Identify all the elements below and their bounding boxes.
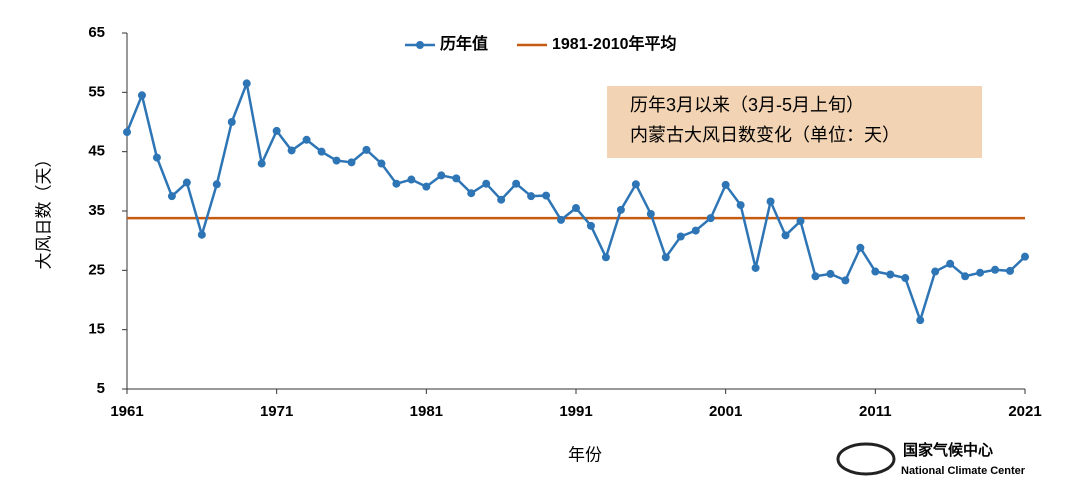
data-point [931, 267, 940, 276]
data-point [482, 179, 491, 188]
data-point [242, 79, 251, 88]
data-point [167, 192, 176, 201]
logo-subtitle: National Climate Center [901, 465, 1026, 477]
data-point [886, 270, 895, 279]
data-point [661, 253, 670, 262]
y-tick-label: 65 [88, 24, 105, 41]
data-point [586, 221, 595, 230]
data-point [691, 226, 700, 235]
data-point [123, 128, 131, 137]
y-tick-label: 45 [88, 143, 105, 160]
data-point [1006, 266, 1015, 275]
data-point [961, 272, 970, 281]
data-point [512, 179, 521, 188]
x-tick-label: 1961 [110, 403, 143, 420]
data-point [302, 135, 311, 144]
data-point [152, 153, 161, 162]
data-point [572, 204, 580, 213]
chart-title-line: 内蒙古大风日数变化（单位：天） [630, 125, 900, 145]
data-point [557, 215, 566, 224]
data-point [811, 272, 820, 281]
x-tick-label: 1991 [559, 403, 592, 420]
data-point [467, 189, 476, 198]
data-point [422, 182, 431, 191]
x-tick-label: 1981 [410, 403, 443, 420]
legend-label: 1981-2010年平均 [552, 34, 677, 53]
data-point [646, 209, 655, 218]
data-point [227, 118, 236, 126]
data-point [272, 126, 281, 135]
data-point [976, 268, 985, 277]
data-point [392, 179, 401, 188]
data-point [197, 230, 206, 239]
data-point [796, 217, 805, 226]
data-point [601, 253, 610, 262]
data-point [527, 192, 536, 201]
data-point [317, 147, 326, 156]
x-tick-label: 1971 [260, 403, 293, 420]
data-point [916, 316, 925, 325]
data-point [841, 276, 850, 285]
logo-name: 国家气候中心 [903, 441, 993, 459]
data-point [751, 263, 760, 272]
data-point [437, 171, 446, 180]
chart-title-line: 历年3月以来（3月-5月上旬） [630, 95, 864, 115]
data-point [212, 180, 221, 189]
data-point [826, 269, 835, 278]
y-tick-label: 5 [97, 380, 105, 397]
data-point [257, 159, 266, 168]
data-point [377, 159, 386, 168]
data-point [676, 232, 685, 241]
y-tick-label: 35 [88, 202, 105, 219]
data-point [182, 178, 191, 187]
y-axis-label: 大风日数（天） [34, 151, 53, 270]
data-point [542, 191, 551, 200]
data-point [901, 274, 910, 283]
data-point [856, 243, 865, 252]
data-point [407, 175, 416, 184]
y-tick-label: 25 [88, 261, 105, 278]
data-point [781, 231, 790, 240]
y-tick-label: 55 [88, 83, 105, 100]
data-point [631, 180, 640, 189]
data-point [871, 267, 880, 276]
x-axis-label: 年份 [568, 445, 602, 464]
data-point [347, 158, 356, 167]
data-point [137, 91, 146, 100]
title-box [607, 86, 982, 158]
data-point [946, 259, 955, 268]
data-point [1021, 252, 1029, 261]
data-point [721, 180, 730, 189]
data-point [706, 214, 715, 223]
data-point [736, 201, 745, 210]
data-point [332, 156, 341, 165]
legend-label: 历年值 [440, 34, 488, 53]
logo-icon [836, 442, 896, 476]
data-point [287, 146, 296, 155]
x-tick-label: 2021 [1008, 403, 1041, 420]
x-tick-label: 2001 [709, 403, 742, 420]
data-point [616, 205, 625, 214]
data-point [362, 145, 371, 154]
data-point [766, 197, 775, 206]
x-tick-label: 2011 [859, 403, 892, 420]
data-point [452, 174, 461, 183]
y-tick-label: 15 [88, 321, 105, 338]
data-point [497, 195, 506, 204]
data-point [991, 265, 1000, 274]
legend-marker [416, 41, 424, 49]
